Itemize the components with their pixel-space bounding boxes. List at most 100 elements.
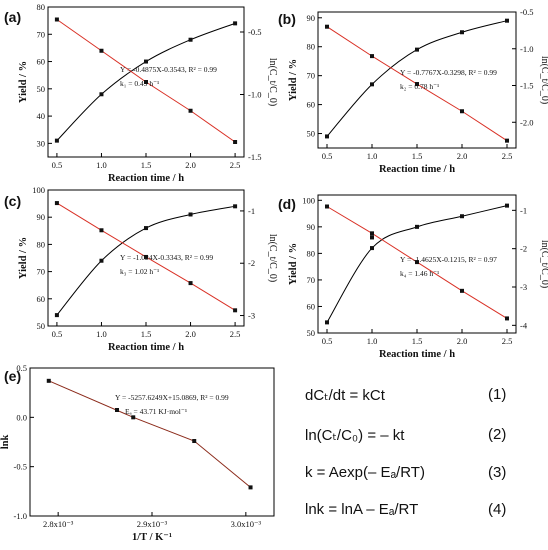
data-point: [99, 258, 104, 263]
x-axis-label: 1/T / K⁻¹: [132, 532, 172, 543]
data-point: [370, 231, 374, 236]
x-axis-label: Reaction time / h: [108, 173, 184, 184]
y2-axis-label: ln(C_t/C_0): [539, 56, 548, 104]
x-tick-label: 1.0: [367, 151, 378, 161]
y2-tick-label: -1.5: [248, 152, 261, 162]
y-tick-label: 30: [37, 138, 46, 148]
series-line: [326, 20, 508, 137]
equation-4: lnk = lnA – Eₐ/RT: [305, 501, 419, 518]
data-point: [415, 82, 419, 87]
x-tick-label: 2.0: [457, 336, 468, 346]
y-tick-label: 90: [37, 212, 46, 222]
equation-1-number: (1): [488, 386, 507, 403]
y-axis-label: Yield / %: [18, 61, 29, 103]
data-point: [144, 226, 148, 231]
data-point: [233, 140, 238, 144]
x-tick-label: 2.5: [230, 160, 241, 170]
data-point: [144, 59, 148, 64]
y-tick-label: 50: [307, 129, 316, 139]
y2-tick-label: -2: [248, 258, 255, 268]
y2-tick-label: -0.5: [248, 27, 261, 37]
x-axis-label: Reaction time / h: [379, 164, 455, 175]
y2-axis-label: ln(C_t/C_0): [539, 240, 548, 288]
data-point: [415, 260, 419, 265]
equation-3-number: (3): [488, 464, 507, 481]
chart-panel-5: (e) 2.8x10⁻³ 2.9x10⁻³ 3.0x10⁻³ 0.5 0.0 -0.5 -1.…: [0, 363, 275, 543]
y2-axis-label: ln(C_t/C_0): [267, 234, 278, 282]
y-tick-label: 60: [37, 294, 46, 304]
x-tick-label: 2.0: [457, 151, 468, 161]
data-point: [54, 201, 59, 206]
data-point: [99, 92, 104, 97]
y2-tick-label: -1.5: [520, 81, 533, 91]
data-point: [188, 108, 193, 113]
y-tick-label: 100: [302, 195, 315, 205]
data-point: [144, 80, 148, 84]
x-tick-label: 1.5: [141, 329, 152, 339]
y-tick-label: 70: [307, 275, 316, 285]
x-tick-label: 3.0x10⁻³: [231, 519, 262, 529]
chart-panel-3: (c) 0.5 1.0 1.5 2.0 2.5 50 60 70 80 90 100 -1 -2 -3 Rea…: [4, 185, 278, 353]
y-tick-label: 50: [37, 84, 46, 94]
x-tick-label: 1.5: [141, 160, 152, 170]
y2-tick-label: -4: [520, 320, 528, 330]
data-point: [325, 204, 329, 209]
y-tick-label: 70: [307, 71, 316, 81]
y-tick-label: 70: [37, 267, 46, 277]
data-point: [46, 378, 51, 383]
y-tick-label: 70: [37, 29, 46, 39]
rate-constant: k₂ = 0.78 h⁻¹: [400, 82, 439, 91]
y2-tick-label: -3: [520, 282, 527, 292]
x-tick-label: 1.5: [412, 151, 423, 161]
rate-constant: k₄ = 1.46 h⁻¹: [400, 269, 439, 278]
data-point: [460, 30, 464, 35]
y2-tick-label: -2.0: [520, 117, 533, 127]
data-point: [325, 24, 329, 29]
data-point: [188, 212, 193, 217]
series-line: [48, 380, 251, 488]
data-point: [188, 37, 193, 42]
x-tick-label: 2.5: [230, 329, 241, 339]
panel-label: (b): [278, 11, 296, 27]
chart-panel-4: (d) 0.5 1.0 1.5 2.0 2.5 50 60 70 80 90 100 -1 -2 -3 -4 R…: [278, 194, 548, 360]
data-point: [460, 214, 464, 219]
data-point: [54, 17, 59, 22]
data-point: [233, 308, 238, 313]
data-point: [505, 316, 509, 321]
fit-equation: Y = -0.4875X-0.3543, R² = 0.99: [120, 65, 217, 74]
fit-equation: Y = -1.4625X-0.1215, R² = 0.97: [400, 255, 497, 264]
data-point: [460, 288, 464, 293]
y2-tick-label: -2: [520, 244, 527, 254]
legend-marker: [115, 408, 119, 412]
y-axis-label: lnk: [0, 435, 11, 450]
y-tick-label: -0.5: [14, 462, 27, 472]
y2-tick-label: -1.0: [248, 90, 261, 100]
x-tick-label: 0.5: [52, 329, 63, 339]
x-tick-label: 0.5: [322, 151, 333, 161]
x-axis-label: Reaction time / h: [379, 349, 455, 360]
data-point: [233, 21, 238, 26]
data-point: [99, 228, 104, 233]
equation-4-number: (4): [488, 501, 507, 518]
panel-label: (e): [4, 368, 21, 384]
data-point: [370, 54, 374, 59]
fit-equation: Y = -5257.6249X+15.0869, R² = 0.99: [115, 393, 229, 402]
data-point: [370, 235, 374, 240]
rate-constant: Eₐ = 43.71 KJ·mol⁻¹: [125, 407, 187, 416]
data-point: [188, 281, 193, 286]
panel-label: (d): [278, 196, 296, 212]
y-tick-label: 50: [307, 328, 316, 338]
data-point: [370, 246, 374, 251]
y-axis-label: Yield / %: [288, 59, 299, 101]
y-tick-label: 50: [37, 321, 46, 331]
y2-tick-label: -1: [248, 206, 255, 216]
rate-constant: k₁ = 0.49 h⁻¹: [120, 79, 159, 88]
data-point: [131, 415, 136, 420]
data-point: [99, 48, 104, 53]
chart-panel-2: (b) 0.5 1.0 1.5 2.0 2.5 50 60 70 80 90 -0.5 -1.0 -1.5…: [278, 7, 548, 175]
x-tick-label: 1.0: [96, 160, 107, 170]
data-point: [505, 18, 509, 23]
x-tick-label: 2.5: [502, 151, 513, 161]
y-tick-label: 80: [37, 2, 46, 12]
chart-panel-1: (a) 0.5 1.0 1.5 2.0 2.5 30 40 50 60 70 80 -0.5 -1.0 -1…: [4, 2, 278, 184]
